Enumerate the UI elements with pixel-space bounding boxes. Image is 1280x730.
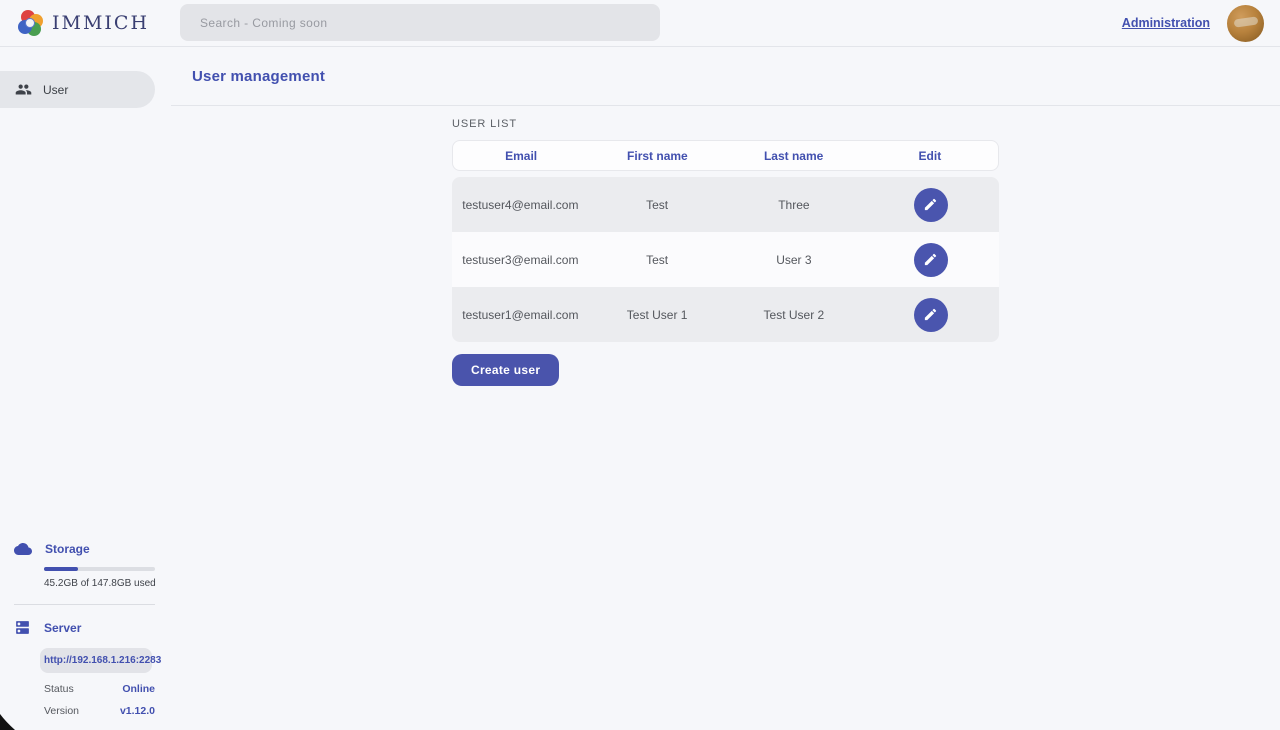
user-avatar[interactable]	[1227, 4, 1264, 42]
cell-last-name: Test User 2	[763, 307, 825, 322]
storage-progress-fill	[44, 567, 78, 571]
cell-email: testuser1@email.com	[462, 307, 579, 322]
server-title: Server	[44, 620, 82, 635]
cloud-icon	[14, 540, 32, 558]
server-version-value: v1.12.0	[119, 705, 155, 717]
server-status-row: Status Online	[44, 683, 155, 695]
server-status-value: Online	[122, 683, 155, 695]
edit-user-button[interactable]	[913, 242, 948, 277]
users-group-icon	[15, 81, 32, 98]
column-header-email: Email	[505, 148, 538, 163]
cell-edit	[862, 297, 999, 332]
sidebar-item-user[interactable]: User	[0, 71, 155, 108]
admin-sidebar: User Storage 45.2GB of 147.8GB used Serv…	[0, 47, 171, 730]
cell-email: testuser3@email.com	[462, 252, 579, 267]
topbar-right-group: Administration	[1121, 4, 1280, 42]
user-table-header: Email First name Last name Edit	[452, 140, 999, 171]
server-url-chip: http://192.168.1.216:2283	[40, 648, 161, 673]
user-table-body: testuser4@email.com Test Three testuser3…	[452, 177, 999, 342]
storage-section-header: Storage	[0, 540, 171, 558]
storage-title: Storage	[45, 542, 90, 556]
cell-last-name: Three	[778, 197, 810, 212]
create-user-button[interactable]: Create user	[452, 354, 560, 386]
column-header-first-name: First name	[627, 148, 688, 163]
cell-first-name: Test	[646, 197, 669, 212]
top-navigation-bar: IMMICH Administration	[0, 0, 1280, 47]
pencil-icon	[923, 197, 938, 212]
page-title: User management	[192, 67, 326, 85]
edit-user-button[interactable]	[913, 297, 948, 332]
page-layout: User Storage 45.2GB of 147.8GB used Serv…	[0, 47, 1280, 730]
edit-user-button[interactable]	[913, 187, 948, 222]
main-content: User management USER LIST Email First na…	[171, 47, 1280, 730]
cell-email: testuser4@email.com	[462, 197, 579, 212]
cell-last-name: User 3	[776, 252, 812, 267]
user-list-label: USER LIST	[452, 118, 517, 130]
table-row: testuser3@email.com Test User 3	[452, 232, 999, 287]
storage-usage-text: 45.2GB of 147.8GB used	[44, 578, 156, 589]
table-row: testuser1@email.com Test User 1 Test Use…	[452, 287, 999, 342]
server-version-row: Version v1.12.0	[44, 705, 155, 717]
table-row: testuser4@email.com Test Three	[452, 177, 999, 232]
column-header-last-name: Last name	[763, 148, 824, 163]
server-status-label: Status	[44, 683, 74, 695]
search-input[interactable]	[180, 4, 660, 41]
page-header: User management	[171, 47, 1280, 106]
sidebar-divider	[14, 604, 155, 605]
sidebar-item-user-label: User	[43, 82, 69, 97]
brand-wordmark: IMMICH	[52, 12, 150, 34]
user-list-section: USER LIST Email First name Last name Edi…	[452, 118, 999, 386]
cell-first-name: Test	[646, 252, 669, 267]
pencil-icon	[923, 307, 938, 322]
server-version-label: Version	[44, 705, 80, 717]
server-section-header: Server	[0, 619, 171, 636]
immich-brand[interactable]: IMMICH	[0, 10, 149, 36]
pencil-icon	[923, 252, 938, 267]
cell-edit	[862, 242, 999, 277]
sidebar-status-panel: Storage 45.2GB of 147.8GB used Server ht…	[0, 540, 171, 730]
server-dns-icon	[14, 619, 31, 636]
immich-flower-logo-icon	[17, 10, 43, 36]
cell-edit	[862, 187, 999, 222]
storage-progress-bar	[44, 567, 155, 571]
column-header-edit: Edit	[918, 148, 942, 163]
cell-first-name: Test User 1	[626, 307, 688, 322]
mouse-cursor	[0, 714, 15, 730]
administration-link[interactable]: Administration	[1121, 16, 1210, 30]
